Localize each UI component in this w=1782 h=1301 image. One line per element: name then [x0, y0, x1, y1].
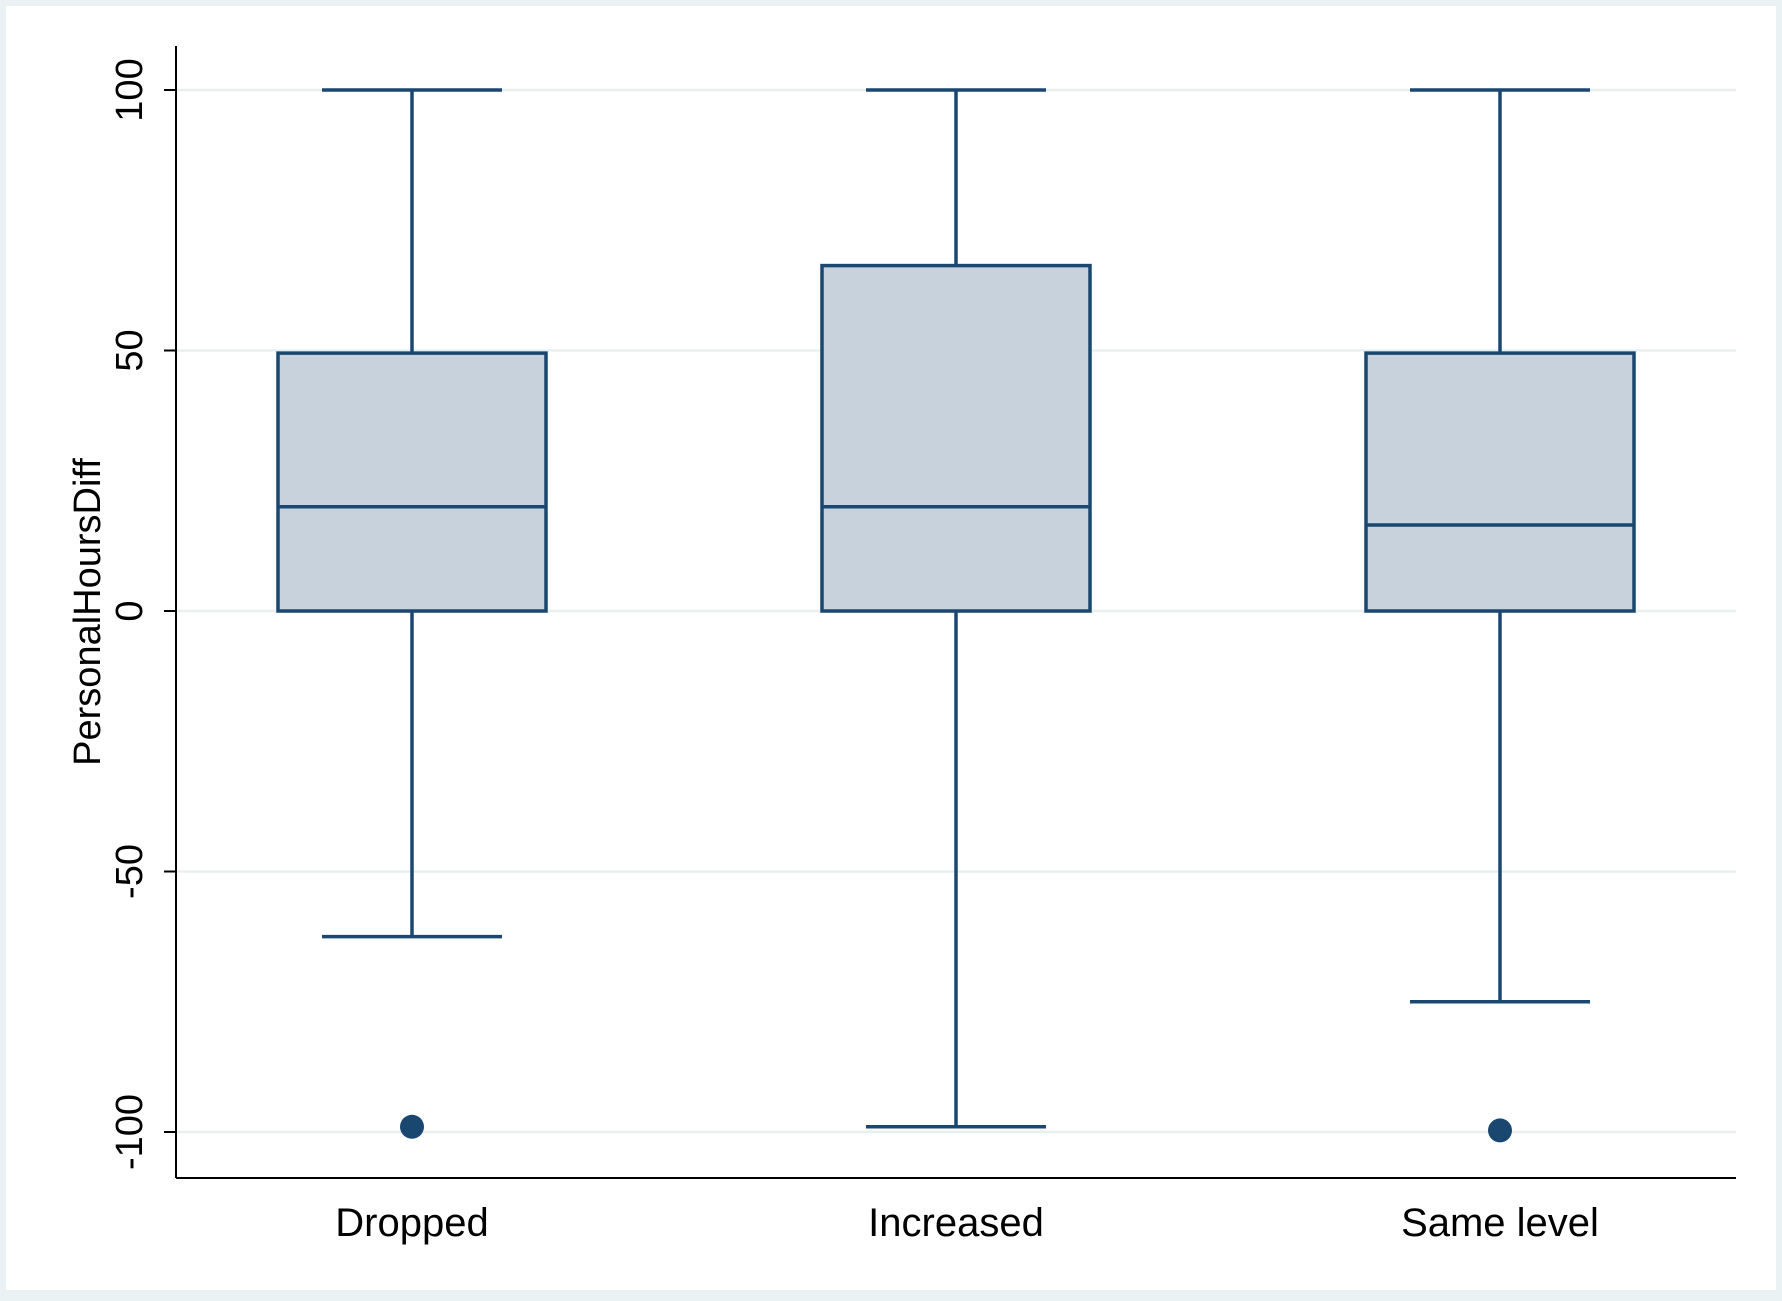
- y-ticks: 100 50 0 -50 -100: [109, 58, 176, 1170]
- outlier-point: [400, 1114, 424, 1139]
- y-tick-label: -100: [109, 1094, 151, 1170]
- y-tick-label: -50: [109, 844, 151, 899]
- y-axis-title: PersonalHoursDiff: [67, 458, 109, 766]
- y-tick-label: 0: [109, 600, 151, 621]
- box-group: [1364, 88, 1636, 1143]
- outlier-point: [1488, 1118, 1512, 1143]
- iqr-box: [820, 263, 1092, 613]
- box-group: [276, 88, 548, 1139]
- x-tick-labels: Dropped Increased Same level: [335, 1201, 1599, 1245]
- y-tick-label: 50: [109, 329, 151, 371]
- x-tick-label: Same level: [1401, 1201, 1599, 1245]
- iqr-box: [1364, 351, 1636, 613]
- boxes: [276, 88, 1636, 1143]
- x-tick-label: Increased: [868, 1201, 1044, 1245]
- iqr-box: [276, 351, 548, 613]
- y-tick-label: 100: [109, 58, 151, 121]
- plot-background: [6, 6, 1776, 1290]
- x-tick-label: Dropped: [335, 1201, 488, 1245]
- box-group: [820, 88, 1092, 1129]
